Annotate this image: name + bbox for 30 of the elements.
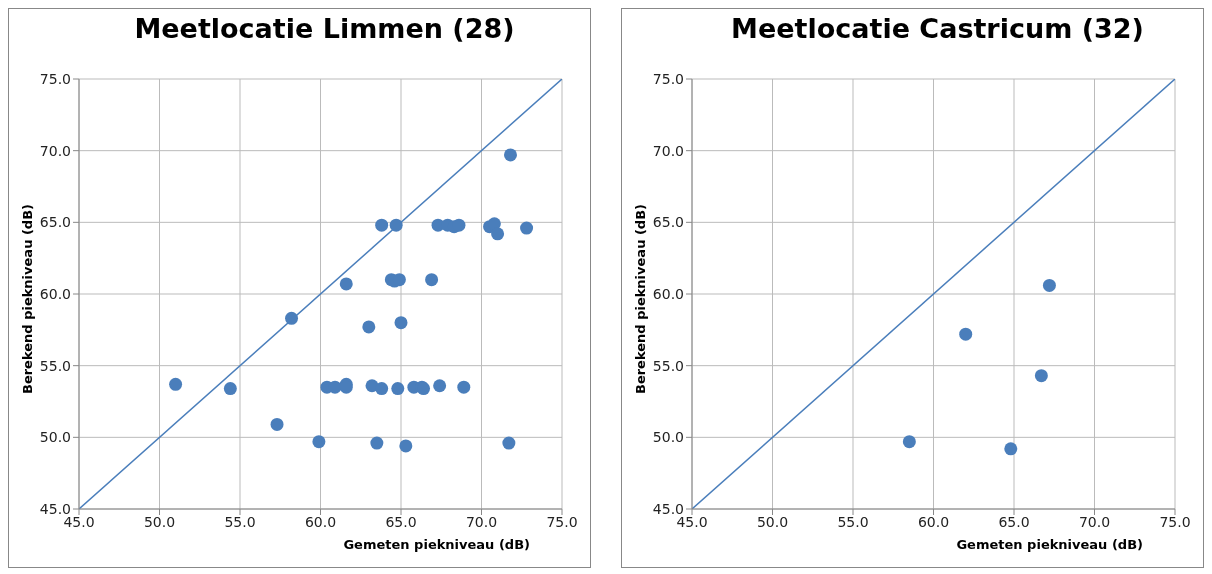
- x-tick-label: 75.0: [1159, 513, 1191, 530]
- chart-title: Meetlocatie Limmen (28): [133, 13, 516, 44]
- y-tick-label: 60.0: [652, 285, 684, 302]
- y-tick-label: 60.0: [39, 285, 71, 302]
- y-tick-label: 50.0: [39, 429, 71, 446]
- y-tick-label: 55.0: [39, 357, 71, 374]
- x-tick-label: 60.0: [304, 513, 337, 530]
- y-tick-label: 55.0: [652, 357, 684, 374]
- x-tick-label: 50.0: [756, 513, 789, 530]
- x-tick-label: 65.0: [385, 513, 417, 530]
- y-axis-title: Berekend piekniveau (dB): [632, 203, 648, 395]
- y-tick-label: 65.0: [652, 214, 684, 231]
- y-tick-label: 70.0: [652, 142, 684, 159]
- x-tick-label: 60.0: [917, 513, 950, 530]
- y-tick-label: 65.0: [39, 214, 71, 231]
- y-tick-label: 75.0: [652, 70, 684, 87]
- x-tick-label: 55.0: [224, 513, 256, 530]
- y-axis-title: Berekend piekniveau (dB): [19, 203, 35, 395]
- x-tick-label: 70.0: [1078, 513, 1111, 530]
- x-tick-label: 75.0: [546, 513, 578, 530]
- x-tick-label: 50.0: [143, 513, 176, 530]
- y-tick-label: 70.0: [39, 142, 71, 159]
- x-axis-title: Gemeten piekniveau (dB): [956, 537, 1143, 552]
- x-axis-title: Gemeten piekniveau (dB): [343, 537, 530, 552]
- x-tick-label: 55.0: [837, 513, 869, 530]
- y-tick-label: 50.0: [652, 429, 684, 446]
- x-tick-label: 65.0: [998, 513, 1030, 530]
- x-tick-label: 70.0: [465, 513, 498, 530]
- chart-title: Meetlocatie Castricum (32): [730, 13, 1145, 44]
- y-tick-label: 75.0: [39, 70, 71, 87]
